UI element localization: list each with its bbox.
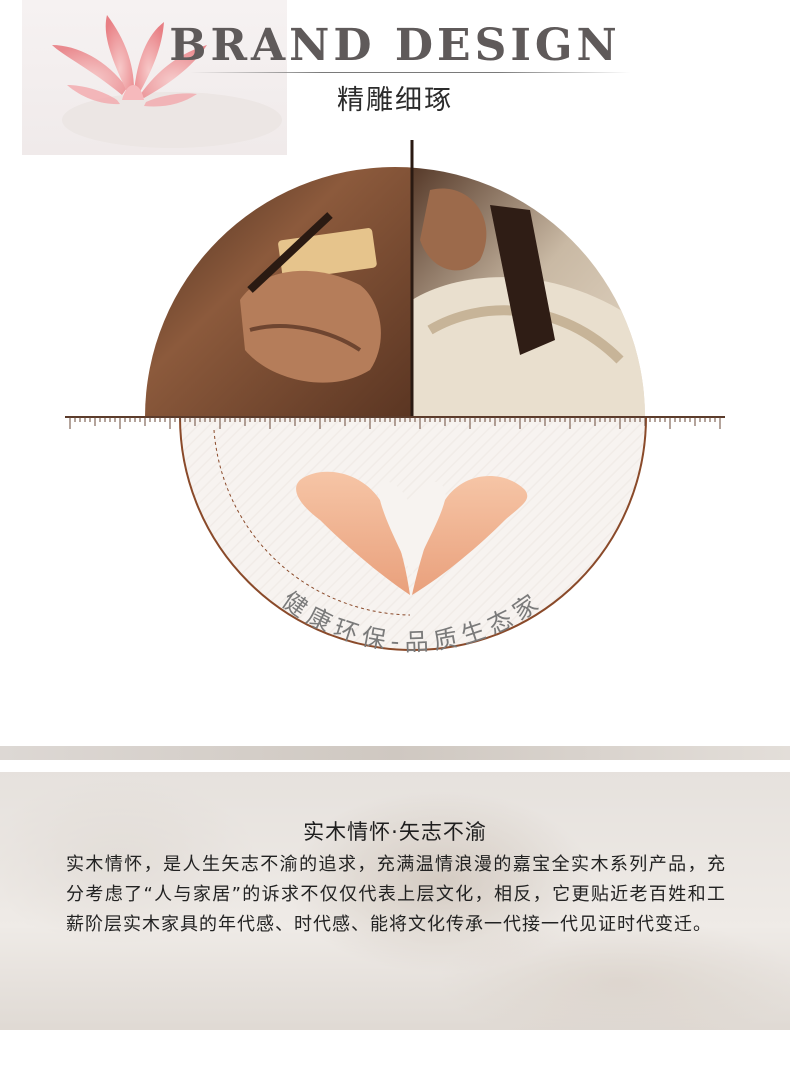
heart-hands-icon — [296, 471, 528, 595]
ruler — [65, 416, 725, 429]
story-body: 实木情怀，是人生矢志不渝的追求，充满温情浪漫的嘉宝全实木系列产品，充分考虑了“人… — [66, 854, 726, 935]
story-section: 实木情怀·矢志不渝 实木情怀，是人生矢志不渝的追求，充满温情浪漫的嘉宝全实木系列… — [0, 772, 790, 1030]
section-divider-band — [0, 746, 790, 760]
brand-subtitle: 精雕细琢 — [337, 85, 453, 116]
lotus-flower-icon — [52, 15, 282, 148]
story-background-photo — [0, 772, 790, 1030]
lotus-panel — [22, 0, 287, 155]
craft-circle-graphic: 健康环保-品质生态家 — [65, 140, 725, 657]
craftsman-photo — [145, 167, 645, 417]
title-divider — [190, 72, 630, 73]
brand-title: BRAND DESIGN — [169, 20, 621, 71]
story-title: 实木情怀·矢志不渝 — [303, 820, 487, 844]
